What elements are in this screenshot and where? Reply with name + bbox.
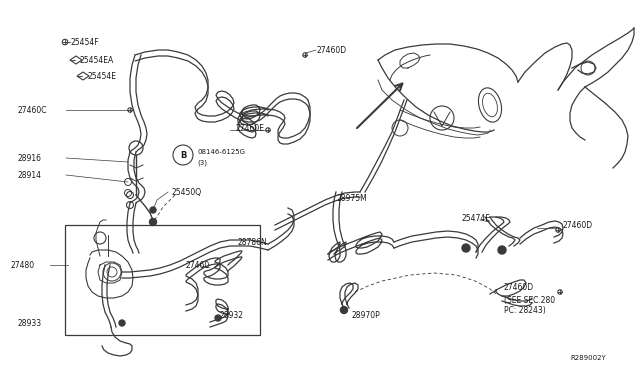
- Circle shape: [119, 320, 125, 326]
- Text: 27460: 27460: [186, 260, 211, 269]
- Text: 08146-6125G: 08146-6125G: [197, 149, 245, 155]
- Text: 27460D: 27460D: [563, 221, 593, 230]
- Text: 25454E: 25454E: [87, 71, 116, 80]
- Text: (3): (3): [197, 160, 207, 166]
- Text: 25454EA: 25454EA: [79, 55, 113, 64]
- Text: 27460D: 27460D: [504, 282, 534, 292]
- Text: 28916: 28916: [17, 154, 41, 163]
- Text: 25450Q: 25450Q: [171, 187, 201, 196]
- Circle shape: [150, 207, 156, 213]
- Text: 25474E: 25474E: [462, 214, 491, 222]
- Text: 28933: 28933: [17, 318, 41, 327]
- Text: 27460E: 27460E: [236, 124, 265, 132]
- Text: (SEE SEC.280: (SEE SEC.280: [504, 295, 555, 305]
- Text: 25454F: 25454F: [70, 38, 99, 46]
- Text: 27460D: 27460D: [317, 45, 347, 55]
- Text: B: B: [180, 151, 186, 160]
- Circle shape: [462, 244, 470, 252]
- Circle shape: [150, 218, 157, 225]
- Bar: [65, 225, 260, 335]
- Text: 27460C: 27460C: [17, 106, 47, 115]
- Text: 28786N: 28786N: [238, 237, 268, 247]
- Circle shape: [498, 246, 506, 254]
- Text: 28932: 28932: [220, 311, 244, 320]
- Circle shape: [340, 307, 348, 314]
- Text: R289002Y: R289002Y: [570, 355, 605, 361]
- Text: 27480: 27480: [10, 260, 34, 269]
- Text: 28914: 28914: [17, 170, 41, 180]
- Text: 28975M: 28975M: [337, 193, 368, 202]
- Text: 28970P: 28970P: [352, 311, 381, 320]
- Text: PC: 28243): PC: 28243): [504, 307, 546, 315]
- Circle shape: [215, 315, 221, 321]
